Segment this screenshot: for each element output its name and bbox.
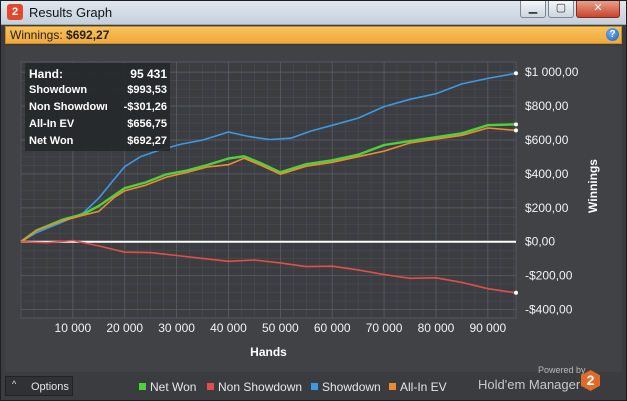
series-line-showdown bbox=[20, 72, 517, 243]
legend-item-non-showdown[interactable]: Non Showdown bbox=[207, 380, 302, 394]
x-tick-label: 10 000 bbox=[55, 321, 92, 335]
y-tick-label: -$400,00 bbox=[525, 303, 573, 317]
options-button[interactable]: ^ Options bbox=[5, 376, 73, 396]
x-tick-label: 30 000 bbox=[158, 321, 195, 335]
legend-swatch bbox=[311, 383, 318, 390]
caret-up-icon: ^ bbox=[12, 379, 17, 389]
series-line-non-showdown bbox=[20, 239, 517, 294]
summary-row-all-in-ev: All-In EV $656,75 bbox=[29, 118, 167, 130]
legend-swatch bbox=[389, 383, 396, 390]
y-tick-label: $1 000,00 bbox=[525, 65, 579, 79]
brand-logo-icon: 2 bbox=[581, 370, 600, 391]
summary-row-net-won: Net Won $692,27 bbox=[29, 135, 167, 147]
x-tick-label: 70 000 bbox=[366, 321, 403, 335]
results-chart: 10 000 20 000 30 000 40 000 50 000 60 000 70 0… bbox=[20, 61, 600, 359]
series-line-all-in-ev bbox=[20, 127, 517, 243]
window-title: Results Graph bbox=[29, 5, 113, 20]
y-axis-title: Winnings bbox=[586, 159, 600, 213]
legend-item-net-won[interactable]: Net Won bbox=[139, 380, 196, 394]
minimize-button[interactable]: ▁ bbox=[520, 1, 546, 18]
y-tick-label: $200,00 bbox=[525, 201, 569, 215]
summary-row-non-showdown: Non Showdown -$301,26 bbox=[29, 101, 167, 113]
series-end-point bbox=[514, 71, 518, 76]
y-tick-label: $800,00 bbox=[525, 99, 569, 113]
series-end-point bbox=[514, 128, 518, 133]
winnings-bar: Winnings: $692,27 ? bbox=[5, 26, 622, 44]
close-button[interactable]: ✕ bbox=[576, 1, 620, 18]
legend-item-all-in-ev[interactable]: All-In EV bbox=[389, 380, 447, 394]
x-axis-title: Hands bbox=[250, 345, 287, 359]
y-tick-label: $600,00 bbox=[525, 133, 569, 147]
summary-row-showdown: Showdown $993,53 bbox=[29, 84, 167, 96]
winnings-value: $692,27 bbox=[66, 28, 110, 42]
options-label: Options bbox=[31, 381, 69, 393]
title-bar[interactable]: 2 Results Graph ▁ ▢ ✕ bbox=[1, 1, 626, 25]
y-tick-label: $0,00 bbox=[525, 235, 555, 249]
x-tick-label: 90 000 bbox=[469, 321, 506, 335]
maximize-button[interactable]: ▢ bbox=[548, 1, 574, 18]
x-tick-label: 40 000 bbox=[210, 321, 247, 335]
series-line-net-won bbox=[20, 123, 517, 243]
y-tick-label: -$200,00 bbox=[525, 269, 573, 283]
app-logo-icon: 2 bbox=[7, 4, 23, 20]
x-tick-label: 80 000 bbox=[418, 321, 455, 335]
brand-name: Hold'em Manager bbox=[478, 377, 581, 392]
powered-by-label: Powered by bbox=[538, 365, 586, 375]
series-end-point bbox=[514, 290, 518, 295]
legend-swatch bbox=[139, 383, 146, 390]
footer-bar: ^ Options Net Won Non Showdown Showdown … bbox=[1, 365, 626, 400]
series-end-point bbox=[514, 122, 518, 127]
x-tick-label: 20 000 bbox=[106, 321, 143, 335]
summary-row-hands: Hand: 95 431 bbox=[29, 67, 167, 81]
chart-panel: 10 000 20 000 30 000 40 000 50 000 60 000 70 0… bbox=[5, 46, 622, 372]
help-icon[interactable]: ? bbox=[606, 28, 619, 41]
legend-swatch bbox=[207, 383, 214, 390]
winnings-label: Winnings: bbox=[10, 28, 63, 42]
summary-tooltip: Hand: 95 431 Showdown $993,53 Non Showdown… bbox=[25, 63, 170, 151]
legend-item-showdown[interactable]: Showdown bbox=[311, 380, 381, 394]
x-tick-label: 50 000 bbox=[262, 321, 299, 335]
y-tick-label: $400,00 bbox=[525, 167, 569, 181]
x-tick-label: 60 000 bbox=[314, 321, 351, 335]
